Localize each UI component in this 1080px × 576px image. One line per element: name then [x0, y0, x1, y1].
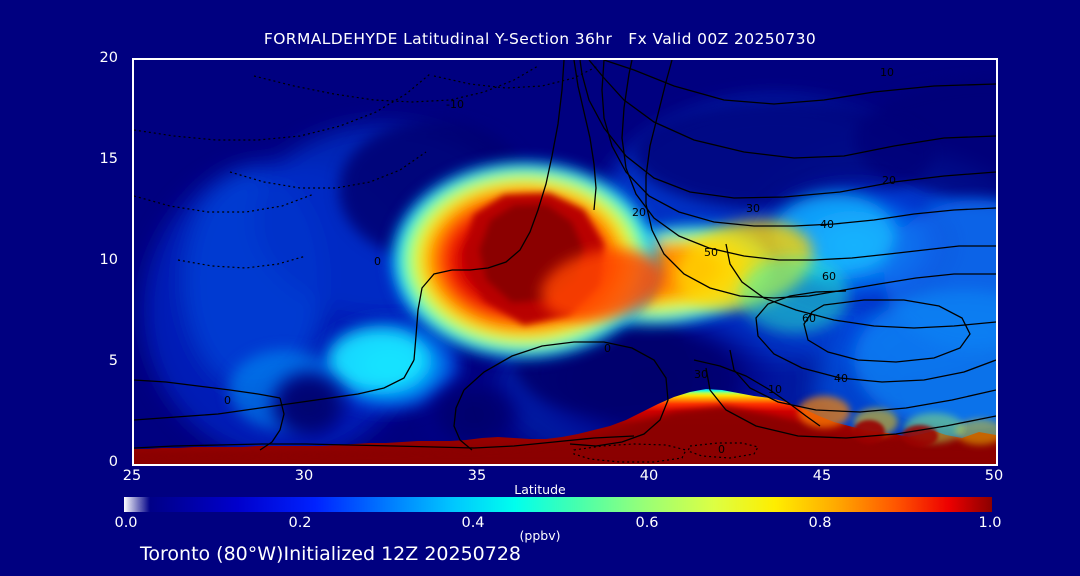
x-tick-label: 45	[812, 468, 832, 484]
wind-speed-contours: -10 0 0 0 0 20 10 10 20 30 40 50 60 60 3…	[134, 60, 996, 463]
x-tick	[0, 71, 1, 80]
y-tick-label: 5	[108, 353, 118, 369]
contour-label: 60	[822, 270, 836, 283]
x-tick	[0, 170, 1, 179]
contour-label: 30	[746, 202, 760, 215]
x-tick-label: 40	[639, 468, 659, 484]
y-axis: 20 15 10 5 0 Altitude (km)	[0, 0, 1080, 470]
x-tick	[0, 137, 1, 146]
contour-label: 0	[374, 255, 381, 268]
contour-label: 60	[802, 312, 816, 325]
contour-label: 10	[880, 66, 894, 79]
colorbar-tick-label: 0.8	[808, 515, 832, 531]
colorbar-gradient	[124, 497, 992, 512]
contour-label: -10	[446, 98, 464, 111]
colorbar-tick-label: 0.0	[114, 515, 138, 531]
x-axis: 25 30 35 40 45 50 Latitude	[0, 5, 1080, 497]
y-tick-label: 20	[99, 50, 118, 66]
x-tick	[0, 104, 1, 113]
contour-label: 10	[768, 383, 782, 396]
contour-label: 40	[820, 218, 834, 231]
y-tick-label: 0	[108, 454, 118, 470]
colorbar	[124, 497, 992, 512]
x-tick-label: 25	[122, 468, 142, 484]
colorbar-unit-label: (ppbv)	[519, 528, 561, 543]
chart-title: FORMALDEHYDE Latitudinal Y-Section 36hr …	[263, 30, 817, 48]
contour-label: 30	[694, 368, 708, 381]
y-tick-label: 10	[99, 252, 118, 268]
x-tick-label: 35	[467, 468, 487, 484]
contour-label: 20	[632, 206, 646, 219]
x-axis-title: Latitude	[514, 482, 566, 497]
plot-area: -10 0 0 0 0 20 10 10 20 30 40 50 60 60 3…	[134, 60, 996, 464]
colorbar-tick-label: 0.6	[635, 515, 659, 531]
footer-caption: Toronto (80°W)Initialized 12Z 20250728	[140, 543, 522, 565]
x-tick-label: 50	[984, 468, 1004, 484]
contour-label: 0	[224, 394, 231, 407]
plot-frame: -10 0 0 0 0 20 10 10 20 30 40 50 60 60 3…	[132, 58, 998, 466]
colorbar-tick-label: 1.0	[978, 515, 1002, 531]
colorbar-tick-label: 0.4	[461, 515, 485, 531]
contour-label: 0	[604, 342, 611, 355]
contour-label: 0	[718, 443, 725, 456]
contour-label: 40	[834, 372, 848, 385]
y-tick-label: 15	[99, 151, 118, 167]
x-tick	[0, 5, 1, 14]
x-tick-label: 30	[294, 468, 314, 484]
contour-label: 50	[704, 246, 718, 259]
contour-label: 20	[882, 174, 896, 187]
colorbar-tick-label: 0.2	[288, 515, 312, 531]
